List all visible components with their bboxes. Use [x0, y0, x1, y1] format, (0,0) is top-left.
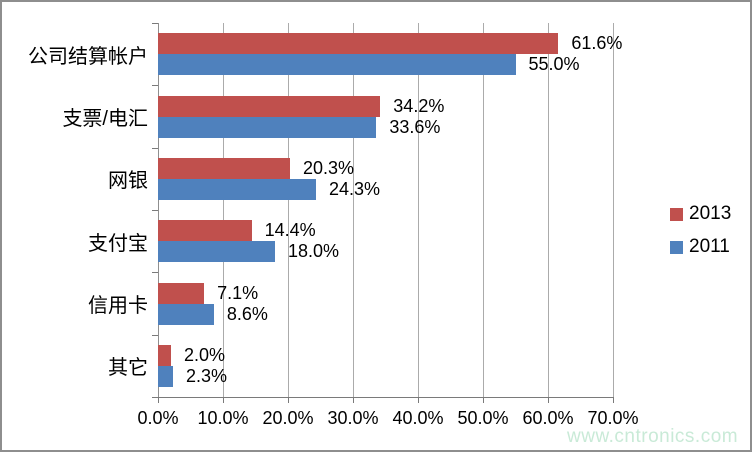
y-axis-tick: [152, 210, 158, 211]
bar-2013: [158, 95, 381, 117]
legend-swatch-2013: [670, 207, 683, 221]
x-axis-tick: [353, 397, 354, 403]
x-tick-label: 30.0%: [327, 408, 379, 428]
x-axis-tick: [418, 397, 419, 403]
y-axis-tick: [152, 272, 158, 274]
gridline: [613, 23, 614, 397]
y-axis-tick: [152, 85, 158, 87]
category-label: 其它: [108, 357, 148, 380]
gridline: [288, 23, 289, 397]
gridline: [418, 23, 419, 397]
bar-2013: [158, 344, 171, 366]
legend-entry-2011: 2011: [670, 236, 730, 258]
category-label: 公司结算帐户: [28, 45, 148, 68]
category-label: 支付宝: [88, 232, 148, 255]
value-label: 8.6%: [226, 303, 268, 324]
x-tick-label: 70.0%: [587, 408, 639, 428]
bar-2011: [158, 241, 275, 263]
watermark: www.cntronics.com: [567, 426, 739, 447]
x-axis-tick: [613, 397, 614, 403]
bar-2013: [158, 282, 205, 304]
x-tick-label: 50.0%: [457, 408, 509, 428]
category-label: 网银: [108, 170, 148, 193]
bar-2013: [158, 33, 559, 55]
bar-2011: [158, 116, 377, 138]
gridline: [223, 23, 224, 397]
gridline: [353, 23, 354, 397]
y-axis-tick: [152, 23, 158, 24]
bar-2013: [158, 157, 290, 179]
value-label: 61.6%: [571, 33, 623, 54]
value-label: 24.3%: [328, 178, 380, 199]
gridline: [158, 23, 159, 397]
bar-2011: [158, 303, 214, 325]
y-axis-tick: [152, 334, 158, 336]
category-label: 支票/电汇: [62, 107, 148, 130]
value-label: 14.4%: [264, 220, 316, 241]
legend-label-2013: 2013: [689, 203, 732, 224]
x-axis-tick: [158, 397, 159, 403]
category-label: 信用卡: [88, 294, 148, 317]
legend-label-2011: 2011: [689, 236, 730, 257]
value-label: 55.0%: [528, 54, 580, 75]
value-label: 20.3%: [302, 157, 354, 178]
bar-2011: [158, 365, 173, 387]
value-label: 7.1%: [217, 282, 259, 303]
gridline: [548, 23, 549, 397]
x-tick-label: 20.0%: [262, 408, 314, 428]
value-label: 34.2%: [393, 95, 445, 116]
x-tick-label: 0.0%: [137, 408, 179, 428]
x-axis-tick: [288, 397, 289, 403]
x-axis-tick: [483, 397, 484, 403]
gridline: [483, 23, 484, 397]
x-tick-label: 40.0%: [392, 408, 444, 428]
bar-2011: [158, 54, 516, 76]
x-tick-label: 10.0%: [197, 408, 249, 428]
value-label: 18.0%: [288, 241, 340, 262]
value-label: 2.3%: [185, 365, 227, 386]
legend-swatch-2011: [670, 240, 683, 254]
value-label: 33.6%: [389, 116, 441, 137]
x-axis-line: [152, 397, 613, 398]
bar-2011: [158, 178, 316, 200]
value-label: 2.0%: [184, 344, 226, 365]
bar-2013: [158, 220, 252, 242]
x-axis-tick: [223, 397, 224, 403]
y-axis-tick: [152, 147, 158, 149]
legend-entry-2013: 2013: [670, 203, 731, 225]
x-tick-label: 60.0%: [522, 408, 574, 428]
x-axis-tick: [548, 397, 549, 403]
